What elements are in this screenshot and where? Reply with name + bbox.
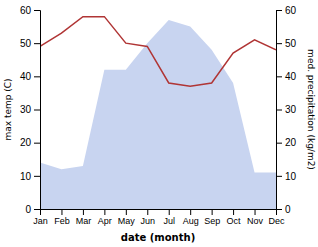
y-tick-label: 40 [20, 71, 32, 82]
x-axis-title: date (month) [121, 232, 195, 243]
y2-tick-label: 30 [285, 104, 297, 115]
y2-axis-line [277, 11, 283, 210]
chart-container: JanFebMarAprMayJunJulAugSepOctNovDec0102… [0, 0, 318, 247]
line [40, 17, 276, 87]
x-tick-mark [83, 209, 84, 215]
y-tick: 30 [20, 104, 40, 115]
x-tick-mark [126, 209, 127, 215]
x-tick-mark [233, 209, 234, 215]
y-tick: 40 [20, 71, 40, 82]
y-tick-label: 50 [20, 38, 32, 49]
x-tick-label: Aug [183, 216, 199, 226]
y2-tick: 0 [276, 204, 291, 215]
y-axis-line [34, 11, 41, 210]
x-tick-mark [212, 209, 213, 215]
x-tick: Jan [33, 209, 48, 226]
y2-tick-mark [276, 143, 282, 144]
y2-tick-label: 10 [285, 171, 297, 182]
y2-tick-mark [276, 110, 282, 111]
y2-tick-mark [276, 209, 282, 210]
y2-tick-mark [276, 176, 282, 177]
y-tick-mark [34, 176, 40, 177]
y-axis: 0 10 20 30 40 50 60 [20, 5, 41, 215]
x-tick-label: Apr [98, 216, 112, 226]
x-tick-label: Mar [76, 216, 92, 226]
y-tick: 20 [20, 137, 40, 148]
x-axis-line [41, 210, 277, 216]
y2-tick: 40 [276, 71, 297, 82]
y-tick-mark [34, 76, 40, 77]
y-tick: 0 [25, 204, 40, 215]
x-tick: Jul [163, 209, 175, 226]
y-tick-label: 0 [25, 204, 31, 215]
x-tick-label: May [118, 216, 136, 226]
y2-tick-label: 20 [285, 137, 297, 148]
y-tick-label: 60 [20, 5, 32, 16]
y2-axis: 0 10 20 30 40 50 60 [276, 5, 297, 215]
y2-tick-label: 40 [285, 71, 297, 82]
y-tick: 50 [20, 38, 40, 49]
x-tick: Aug [183, 209, 199, 226]
x-tick-mark [169, 209, 170, 215]
y-tick-label: 30 [20, 104, 32, 115]
x-tick: May [118, 209, 136, 226]
y2-tick: 30 [276, 104, 297, 115]
x-tick-label: Sep [204, 216, 220, 226]
x-tick-label: Jul [163, 216, 175, 226]
y-tick-label: 20 [20, 137, 32, 148]
x-tick-mark [61, 209, 62, 215]
x-tick-label: Jan [33, 216, 48, 226]
y-tick-mark [34, 10, 40, 11]
x-tick-label: Jun [141, 216, 156, 226]
y-axis-title: max temp (C) [3, 78, 13, 140]
y2-tick: 20 [276, 137, 297, 148]
x-tick: Sep [204, 209, 220, 226]
y-tick: 60 [20, 5, 40, 16]
y2-tick-label: 50 [285, 38, 297, 49]
chart: JanFebMarAprMayJunJulAugSepOctNovDec0102… [0, 0, 318, 247]
x-tick: Dec [268, 209, 285, 226]
x-tick-label: Dec [268, 216, 285, 226]
y-tick-mark [34, 143, 40, 144]
x-tick: Oct [227, 209, 242, 226]
x-tick: Apr [98, 209, 112, 226]
y2-axis-title: med. precipitation (kg/m2) [306, 49, 316, 170]
y2-tick: 10 [276, 171, 297, 182]
x-tick: Mar [76, 209, 92, 226]
x-tick-mark [255, 209, 256, 215]
y-tick-mark [34, 110, 40, 111]
y2-tick-mark [276, 43, 282, 44]
y2-tick-mark [276, 76, 282, 77]
marks [40, 17, 276, 209]
x-tick-label: Oct [227, 216, 242, 226]
x-tick-label: Feb [54, 216, 70, 226]
x-tick-mark [147, 209, 148, 215]
y-tick-label: 10 [20, 171, 32, 182]
x-tick-mark [104, 209, 105, 215]
y-tick-mark [34, 43, 40, 44]
x-tick: Feb [54, 209, 70, 226]
y-tick: 10 [20, 171, 40, 182]
y2-tick: 60 [276, 5, 297, 16]
x-tick-label: Nov [247, 216, 264, 226]
y2-tick: 50 [276, 38, 297, 49]
y2-tick-label: 60 [285, 5, 297, 16]
x-axis: Jan Feb Mar Apr May Jun Jul Aug Sep Oct Nov Dec [33, 209, 285, 226]
y-tick-mark [34, 209, 40, 210]
x-tick: Nov [247, 209, 264, 226]
x-tick: Jun [141, 209, 156, 226]
y2-tick-label: 0 [285, 204, 291, 215]
y2-tick-mark [276, 10, 282, 11]
plot: JanFebMarAprMayJunJulAugSepOctNovDec0102… [3, 5, 316, 243]
x-tick-mark [190, 209, 191, 215]
